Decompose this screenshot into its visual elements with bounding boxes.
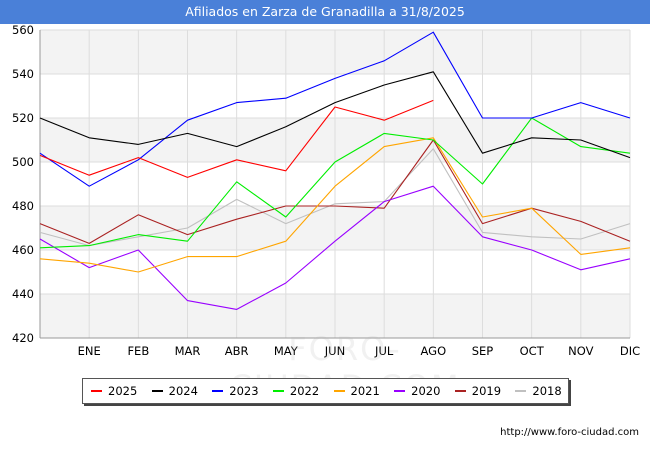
series-line-2018 [39,148,631,247]
x-tick-label: MAR [175,344,201,358]
y-tick-label: 480 [12,199,34,213]
x-tick-label: JUL [374,344,394,358]
x-tick-label: JUN [324,344,345,358]
legend: 2025 2024 2023 2022 2021 2020 2019 2018 [82,378,569,404]
legend-swatch [212,390,224,392]
legend-label: 2022 [289,384,320,398]
x-tick-label: DIC [620,344,640,358]
chart-title: Afiliados en Zarza de Granadilla a 31/8/… [0,0,650,24]
y-tick-label: 440 [12,287,34,301]
y-tick-label: 540 [12,67,34,81]
legend-swatch [151,390,163,392]
series-line-2024 [39,71,631,159]
y-tick-label: 520 [12,111,34,125]
series-line-2021 [39,137,631,273]
legend-label: 2018 [532,384,562,398]
x-tick-label: AGO [421,344,447,358]
y-tick-label: 560 [12,23,34,37]
legend-swatch [515,390,527,392]
source-credit: http://www.foro-ciudad.com [500,427,639,438]
legend-swatch [394,390,406,392]
y-axis-ticks: 420 440 460 480 500 520 540 560 [12,23,34,345]
x-tick-label: ENE [78,344,101,358]
x-tick-label: ABR [225,344,249,358]
series-lines [39,31,631,310]
y-tick-label: 460 [12,243,34,257]
y-tick-label: 500 [12,155,34,169]
series-line-2023 [39,31,631,187]
legend-label: 2021 [350,384,380,398]
legend-swatch [272,390,284,392]
legend-label: 2024 [168,384,198,398]
x-tick-label: OCT [520,344,545,358]
legend-swatch [91,390,102,392]
legend-label: 2023 [229,384,259,398]
series-line-2020 [39,185,631,310]
x-tick-label: NOV [568,344,593,358]
legend-label: 2020 [411,384,441,398]
legend-label: 2019 [471,384,502,398]
x-tick-label: FEB [127,344,149,358]
y-tick-label: 420 [12,331,34,345]
legend-swatch [454,390,466,392]
x-axis-ticks: ENE FEB MAR ABR MAY JUN JUL AGO SEP OCT NOV DIC [78,344,641,358]
x-tick-label: MAY [274,344,299,358]
legend-swatch [333,390,345,392]
legend-label: 2025 [108,384,138,398]
series-line-2025 [39,99,434,178]
x-tick-label: SEP [472,344,494,358]
